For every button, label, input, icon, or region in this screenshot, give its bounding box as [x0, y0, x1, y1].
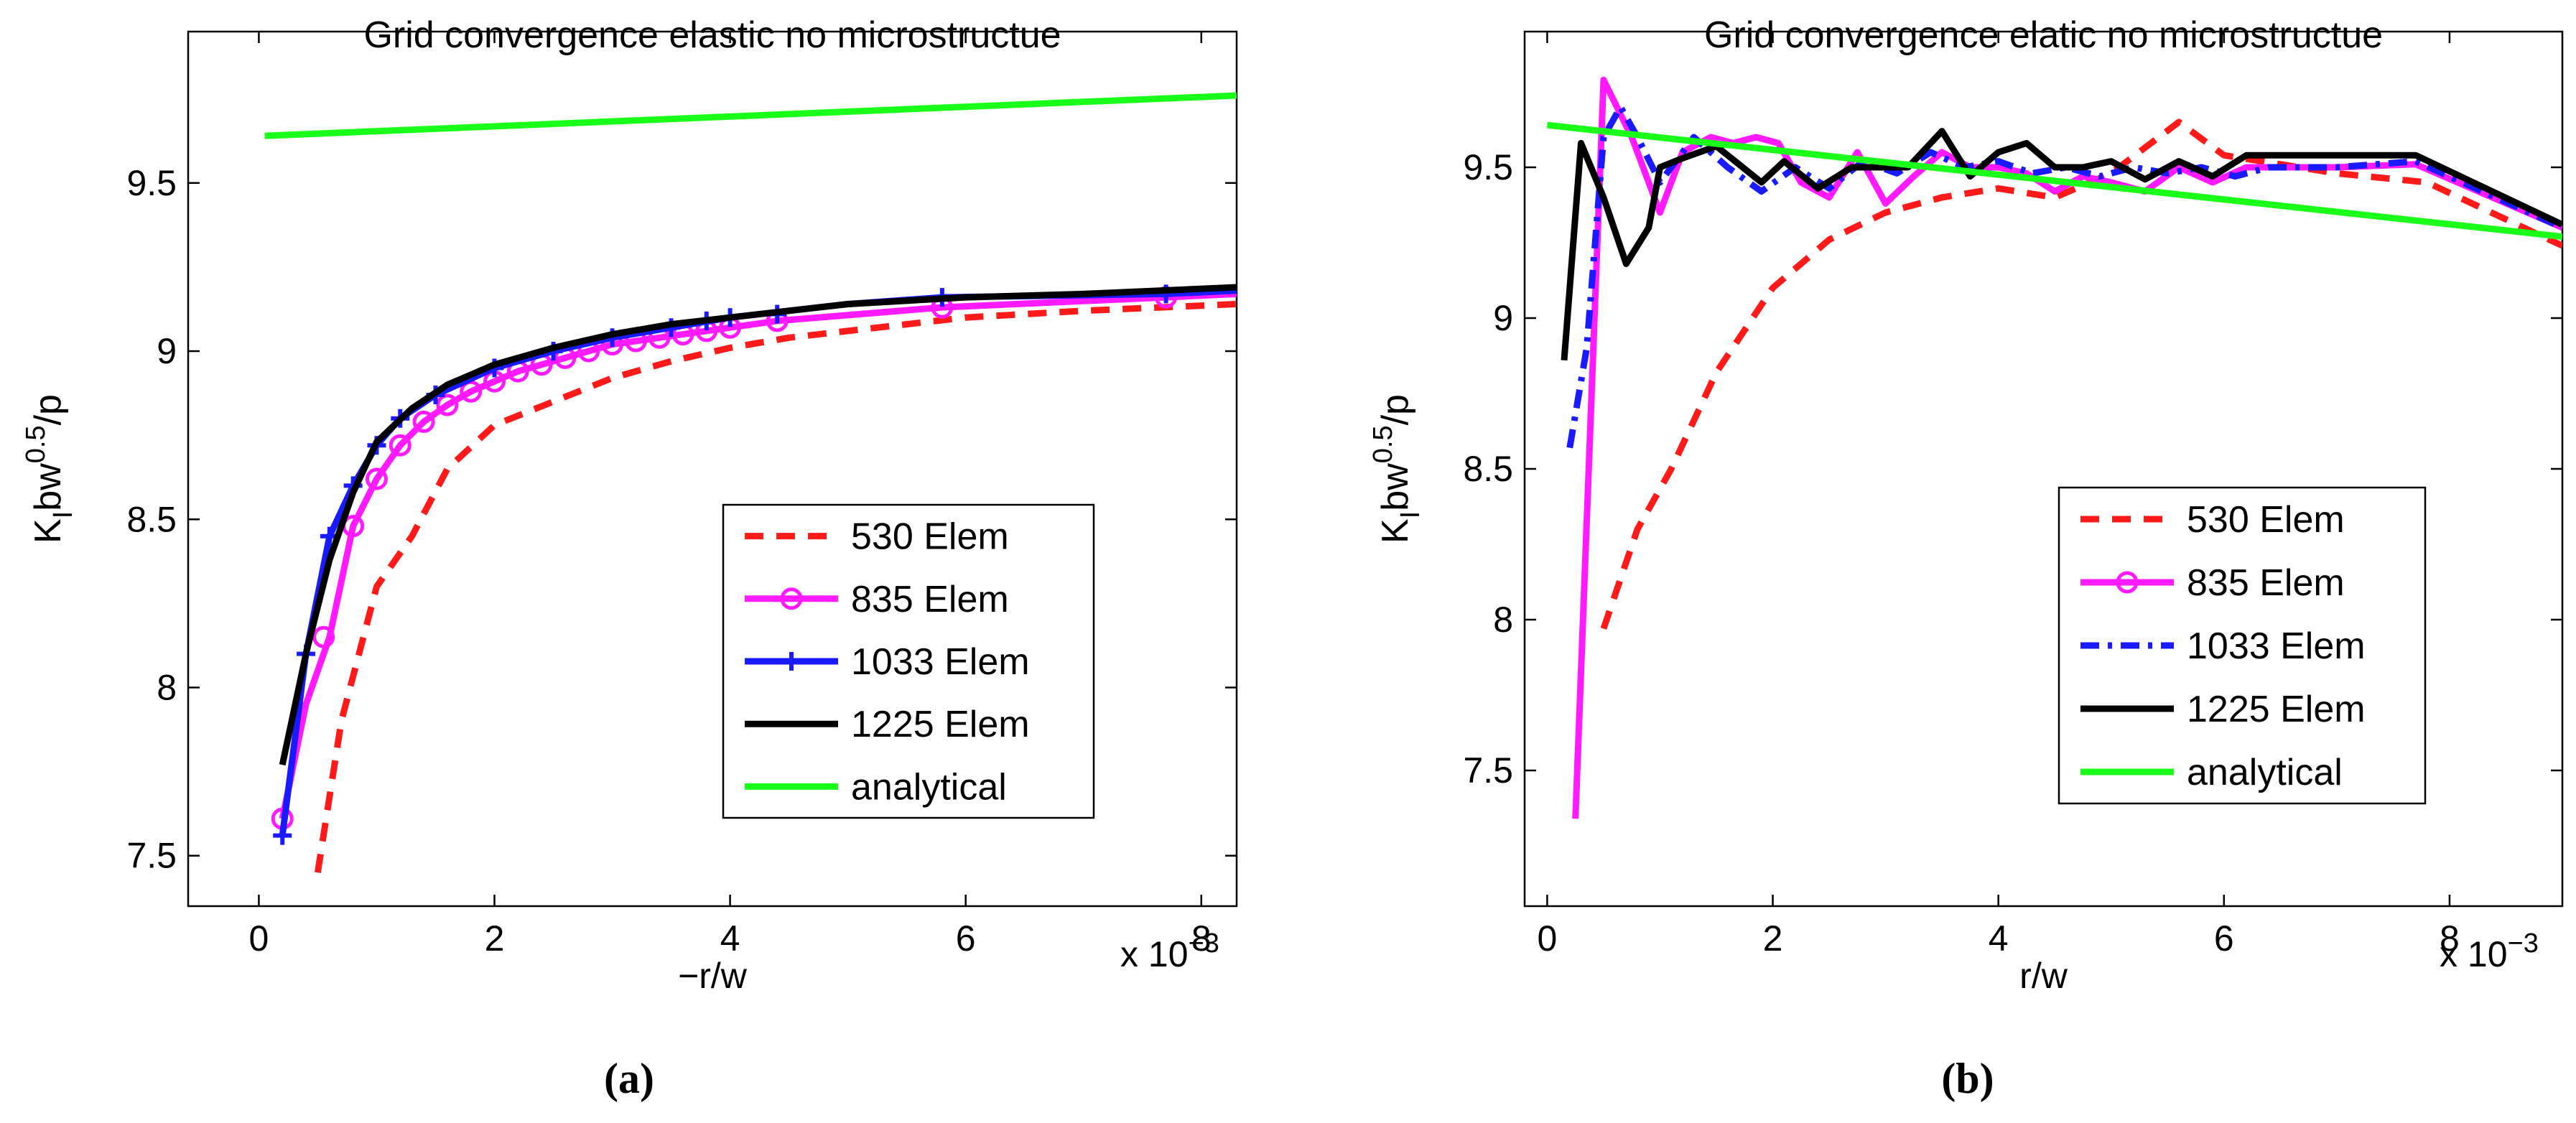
x-tick-label: 4 — [720, 918, 740, 959]
legend-label: 1225 Elem — [851, 704, 1030, 745]
panel-label: (b) — [1941, 1055, 1994, 1102]
x-tick-label: 2 — [1763, 918, 1783, 959]
series-line — [1566, 103, 2562, 449]
y-tick-label: 8 — [1493, 600, 1513, 640]
legend-label: analytical — [851, 766, 1007, 808]
legend-label: 1033 Elem — [851, 641, 1030, 683]
legend: 530 Elem 835 Elem 1033 Elem 1225 Elem analyt… — [2057, 486, 2427, 805]
series-530-elem — [314, 301, 1237, 873]
series-1225-elem — [279, 284, 1237, 766]
legend-entry: 1033 Elem — [745, 641, 1030, 683]
series-analytical — [264, 92, 1237, 139]
x-exponent-label: x 10−3 — [2440, 928, 2539, 974]
data-point-marker — [273, 826, 292, 845]
series-analytical — [1546, 121, 2562, 241]
legend-entry: 1225 Elem — [2080, 689, 2366, 730]
y-tick-label: 7.5 — [126, 836, 177, 876]
x-tick-label: 0 — [249, 918, 269, 959]
series-line — [1546, 121, 2562, 241]
legend-label: 835 Elem — [851, 579, 1009, 620]
data-point-marker — [436, 393, 459, 416]
series-1033-elem — [1566, 103, 2562, 449]
y-tick-label: 8.5 — [1463, 449, 1513, 489]
data-point-marker — [365, 467, 388, 490]
series-line — [314, 301, 1237, 873]
y-tick-label: 9.5 — [126, 163, 177, 203]
data-point-marker — [412, 410, 435, 433]
series-line — [264, 92, 1237, 139]
legend-marker — [780, 587, 803, 610]
x-axis-label: −r/w — [678, 956, 748, 996]
y-tick-label: 9 — [157, 331, 177, 371]
y-tick-label: 9 — [1493, 298, 1513, 338]
legend-entry: 1033 Elem — [2080, 625, 2366, 667]
legend-box — [2057, 486, 2427, 805]
x-tick-label: 6 — [956, 918, 976, 959]
axes-frame — [187, 30, 1238, 908]
y-axis-label: KIbw0.5/p — [21, 394, 78, 544]
legend-marker — [2116, 571, 2139, 594]
x-tick-label: 6 — [2214, 918, 2234, 959]
x-tick-label: 4 — [1989, 918, 2009, 959]
legend-marker — [782, 652, 801, 671]
chart-panel-2: Grid convergence elatic no microstructue… — [1368, 14, 2564, 1102]
data-point-marker — [312, 625, 335, 648]
x-tick-label: 8 — [2440, 918, 2460, 959]
legend-entry: analytical — [745, 766, 1007, 808]
legend-label: 530 Elem — [2187, 499, 2345, 541]
data-point-marker — [389, 434, 411, 457]
plot-area — [264, 92, 1237, 873]
series-line — [279, 284, 1237, 766]
x-tick-label: 2 — [485, 918, 505, 959]
legend-label: analytical — [2187, 752, 2343, 793]
y-tick-label: 7.5 — [1463, 750, 1513, 791]
plot-area — [1546, 76, 2562, 819]
legend: 530 Elem 835 Elem 1033 Elem 1225 Elem analyt… — [722, 503, 1095, 819]
legend-label: 530 Elem — [851, 516, 1009, 558]
chart-panel-1: Grid convergence elastic no microstructu… — [21, 14, 1238, 1102]
legend-label: 1033 Elem — [2187, 625, 2366, 667]
x-tick-label: 0 — [1538, 918, 1558, 959]
y-tick-label: 9.5 — [1463, 147, 1513, 187]
y-axis-label: KIbw0.5/p — [1368, 394, 1426, 544]
legend-entry: analytical — [2080, 752, 2343, 793]
y-tick-label: 8 — [157, 668, 177, 708]
legend-entry: 1225 Elem — [745, 704, 1030, 745]
legend-label: 1225 Elem — [2187, 689, 2366, 730]
x-tick-label: 8 — [1191, 918, 1212, 959]
legend-entry: 835 Elem — [745, 579, 1009, 620]
legend-label: 835 Elem — [2187, 562, 2345, 604]
legend-entry: 530 Elem — [2080, 499, 2345, 541]
legend-entry: 530 Elem — [745, 516, 1009, 558]
x-axis-label: r/w — [2019, 956, 2068, 996]
chart-title: Grid convergence elatic no microstructue — [1704, 14, 2383, 56]
x-exponent-label: x 10−3 — [1120, 928, 1219, 974]
chart-title: Grid convergence elastic no microstructu… — [363, 14, 1061, 56]
panel-label: (a) — [604, 1055, 654, 1102]
y-tick-label: 8.5 — [126, 499, 177, 539]
legend-entry: 835 Elem — [2080, 562, 2345, 604]
